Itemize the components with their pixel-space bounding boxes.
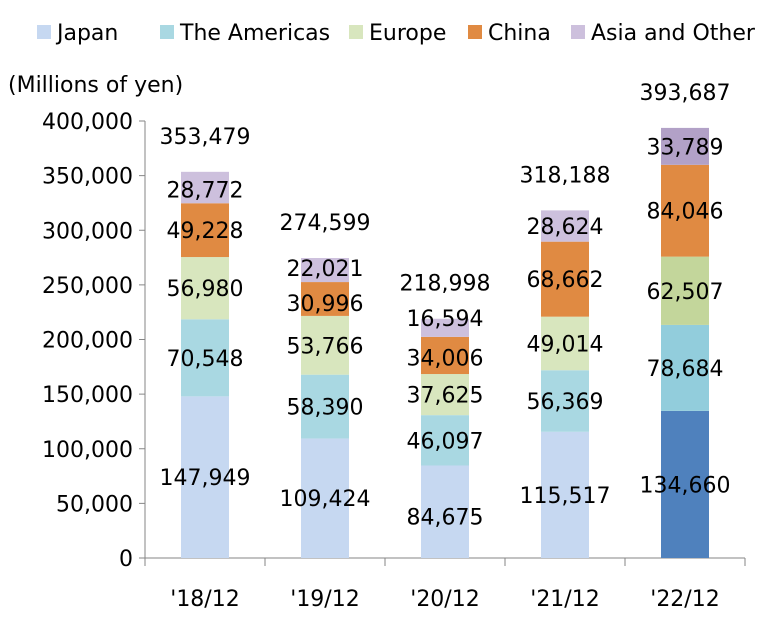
data-label: 28,772 xyxy=(167,179,244,204)
bar-segment xyxy=(301,315,349,375)
bar-stack xyxy=(181,171,229,558)
x-tick-label: '18/12 xyxy=(170,587,239,612)
bar-segment xyxy=(301,282,349,316)
y-tick-label: 400,000 xyxy=(42,110,133,135)
bar-segment xyxy=(421,415,469,466)
data-label: 46,097 xyxy=(407,429,484,454)
legend-item: Europe xyxy=(349,21,446,46)
value-labels: 147,949 70,548 56,980 49,228 28,772 109,424 58… xyxy=(160,135,731,530)
y-tick-label: 250,000 xyxy=(42,274,133,299)
y-tick-label: 50,000 xyxy=(56,492,133,517)
bar-segment xyxy=(661,164,709,257)
bar-segment xyxy=(541,316,589,371)
total-labels: 353,479 274,599 218,998 318,188 393,687 xyxy=(160,81,731,297)
data-label: 49,228 xyxy=(167,219,244,244)
legend-label: China xyxy=(488,21,551,46)
bar-segment xyxy=(661,410,709,558)
bar-segment xyxy=(301,258,349,283)
data-label: 84,675 xyxy=(407,506,484,531)
bar-segment xyxy=(421,465,469,558)
legend-label: The Americas xyxy=(179,21,330,46)
total-label: 274,599 xyxy=(280,211,371,236)
legend-item: The Americas xyxy=(160,21,330,46)
data-label: 53,766 xyxy=(287,334,364,359)
data-label: 34,006 xyxy=(407,346,484,371)
bar-segment xyxy=(301,374,349,439)
data-label: 134,660 xyxy=(640,473,731,498)
bar-stack xyxy=(541,210,589,558)
data-label: 16,594 xyxy=(407,307,484,332)
bars xyxy=(181,127,709,558)
data-label: 33,789 xyxy=(647,135,724,160)
data-label: 78,684 xyxy=(647,357,724,382)
bar-segment xyxy=(181,257,229,320)
bar-segment xyxy=(541,431,589,558)
y-tick-label: 200,000 xyxy=(42,329,133,354)
bar-segment xyxy=(661,324,709,411)
data-label: 109,424 xyxy=(280,487,371,512)
data-label: 22,021 xyxy=(287,257,364,282)
legend-item: China xyxy=(468,21,551,46)
data-label: 56,369 xyxy=(527,390,604,415)
data-label: 62,507 xyxy=(647,280,724,305)
data-label: 49,014 xyxy=(527,332,604,357)
data-label: 84,046 xyxy=(647,200,724,225)
total-label: 353,479 xyxy=(160,125,251,150)
bar-segment xyxy=(181,396,229,558)
bar-segment xyxy=(421,318,469,337)
y-tick-label: 350,000 xyxy=(42,165,133,190)
bar-segment xyxy=(421,374,469,416)
legend-item: Asia and Other xyxy=(571,21,756,46)
data-label: 58,390 xyxy=(287,396,364,421)
legend-item: Japan xyxy=(37,21,118,46)
y-axis-unit-label: (Millions of yen) xyxy=(8,73,183,98)
bar-segment xyxy=(181,171,229,204)
y-tick-label: 0 xyxy=(119,547,133,572)
total-label: 393,687 xyxy=(640,81,731,106)
bar-segment xyxy=(181,203,229,258)
legend-swatch xyxy=(571,25,585,39)
x-tick-label: '19/12 xyxy=(290,587,359,612)
x-tick-label: '20/12 xyxy=(410,587,479,612)
bar-segment xyxy=(181,319,229,397)
data-label: 70,548 xyxy=(167,347,244,372)
legend: Japan The Americas Europe China Asia and Oth… xyxy=(37,21,756,46)
bar-segment xyxy=(541,370,589,432)
data-label: 56,980 xyxy=(167,277,244,302)
y-tick-label: 100,000 xyxy=(42,438,133,463)
bar-segment xyxy=(541,241,589,317)
legend-swatch xyxy=(37,25,51,39)
legend-swatch xyxy=(468,25,482,39)
total-label: 318,188 xyxy=(520,163,611,188)
data-label: 37,625 xyxy=(407,384,484,409)
legend-label: Japan xyxy=(55,21,118,46)
data-label: 28,624 xyxy=(527,215,604,240)
legend-swatch xyxy=(160,25,174,39)
y-tick-label: 300,000 xyxy=(42,219,133,244)
legend-swatch xyxy=(349,25,363,39)
bar-stack xyxy=(661,127,709,558)
bar-stack xyxy=(421,318,469,558)
x-tick-label: '22/12 xyxy=(650,587,719,612)
y-tick-label: 150,000 xyxy=(42,383,133,408)
bar-segment xyxy=(661,127,709,165)
bar-segment xyxy=(421,336,469,375)
x-tick-label: '21/12 xyxy=(530,587,599,612)
data-label: 30,996 xyxy=(287,292,364,317)
bar-segment xyxy=(301,438,349,558)
data-label: 115,517 xyxy=(520,484,611,509)
bar-stack xyxy=(301,258,349,558)
bar-segment xyxy=(541,210,589,242)
data-label: 68,662 xyxy=(527,268,604,293)
legend-label: Asia and Other xyxy=(591,21,756,46)
total-label: 218,998 xyxy=(400,272,491,297)
y-axis: 0 50,000 100,000 150,000 200,000 250,000 300,0… xyxy=(42,110,146,572)
bar-segment xyxy=(661,256,709,325)
data-label: 147,949 xyxy=(160,466,251,491)
x-axis: '18/12 '19/12 '20/12 '21/12 '22/12 xyxy=(144,557,746,612)
legend-label: Europe xyxy=(369,21,446,46)
